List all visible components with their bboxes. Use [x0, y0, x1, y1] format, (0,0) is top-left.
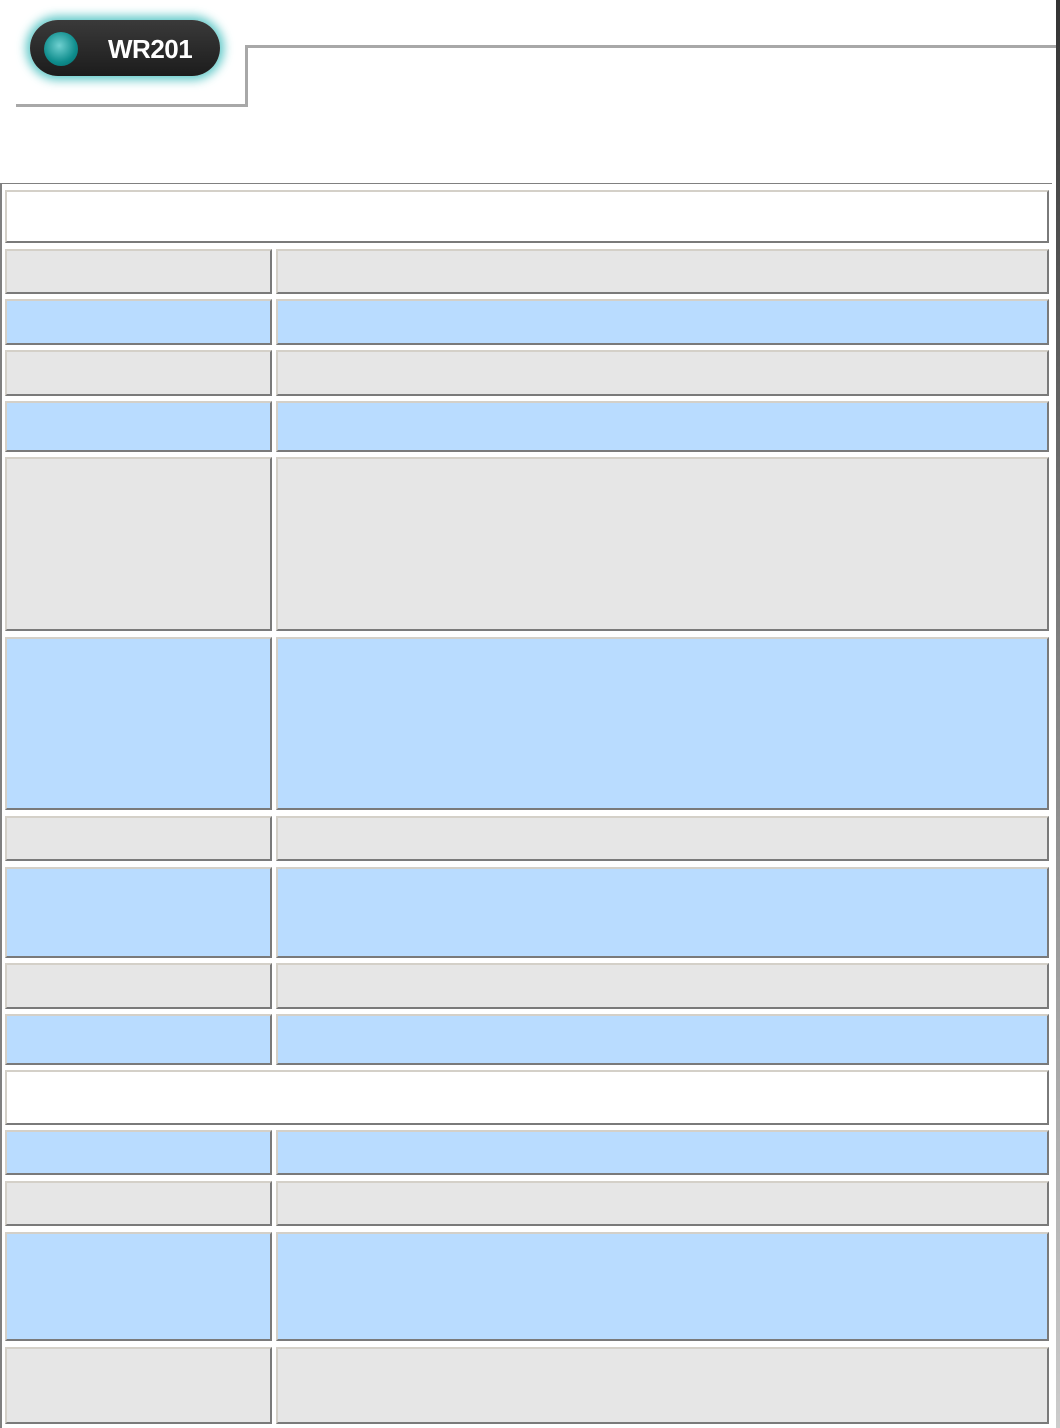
row-value-cell — [276, 299, 1049, 345]
row-label-cell — [5, 1347, 272, 1424]
row-value-cell — [276, 816, 1049, 861]
row-label-cell — [5, 401, 272, 452]
row-label-cell — [5, 867, 272, 958]
row-label-cell — [5, 299, 272, 345]
row-value-cell — [276, 1130, 1049, 1175]
row-label-cell — [5, 457, 272, 631]
row-label-cell — [5, 816, 272, 861]
row-value-cell — [276, 637, 1049, 810]
row-label-cell — [5, 1232, 272, 1341]
row-value-cell — [276, 867, 1049, 958]
row-label-cell — [5, 350, 272, 396]
row-label-cell — [5, 1130, 272, 1175]
row-label-cell — [5, 637, 272, 810]
row-value-cell — [276, 350, 1049, 396]
row-value-cell — [276, 401, 1049, 452]
row-value-cell — [276, 249, 1049, 294]
row-value-cell — [276, 1014, 1049, 1065]
product-model-name: WR201 — [108, 34, 193, 64]
spec-table — [0, 183, 1052, 1428]
row-value-cell — [276, 1347, 1049, 1424]
led-indicator-icon — [44, 32, 78, 66]
row-value-cell — [276, 1232, 1049, 1341]
window-edge — [1056, 0, 1060, 1428]
header-divider — [16, 104, 248, 107]
header-divider — [245, 45, 248, 107]
row-value-cell — [276, 963, 1049, 1009]
header-divider — [245, 45, 1060, 48]
row-value-cell — [276, 457, 1049, 631]
row-label-cell — [5, 963, 272, 1009]
section-header — [5, 190, 1049, 243]
row-label-cell — [5, 1014, 272, 1065]
row-label-cell — [5, 1181, 272, 1226]
section-header — [5, 1070, 1049, 1125]
row-label-cell — [5, 249, 272, 294]
row-value-cell — [276, 1181, 1049, 1226]
product-logo-badge: WR201 — [30, 20, 220, 76]
